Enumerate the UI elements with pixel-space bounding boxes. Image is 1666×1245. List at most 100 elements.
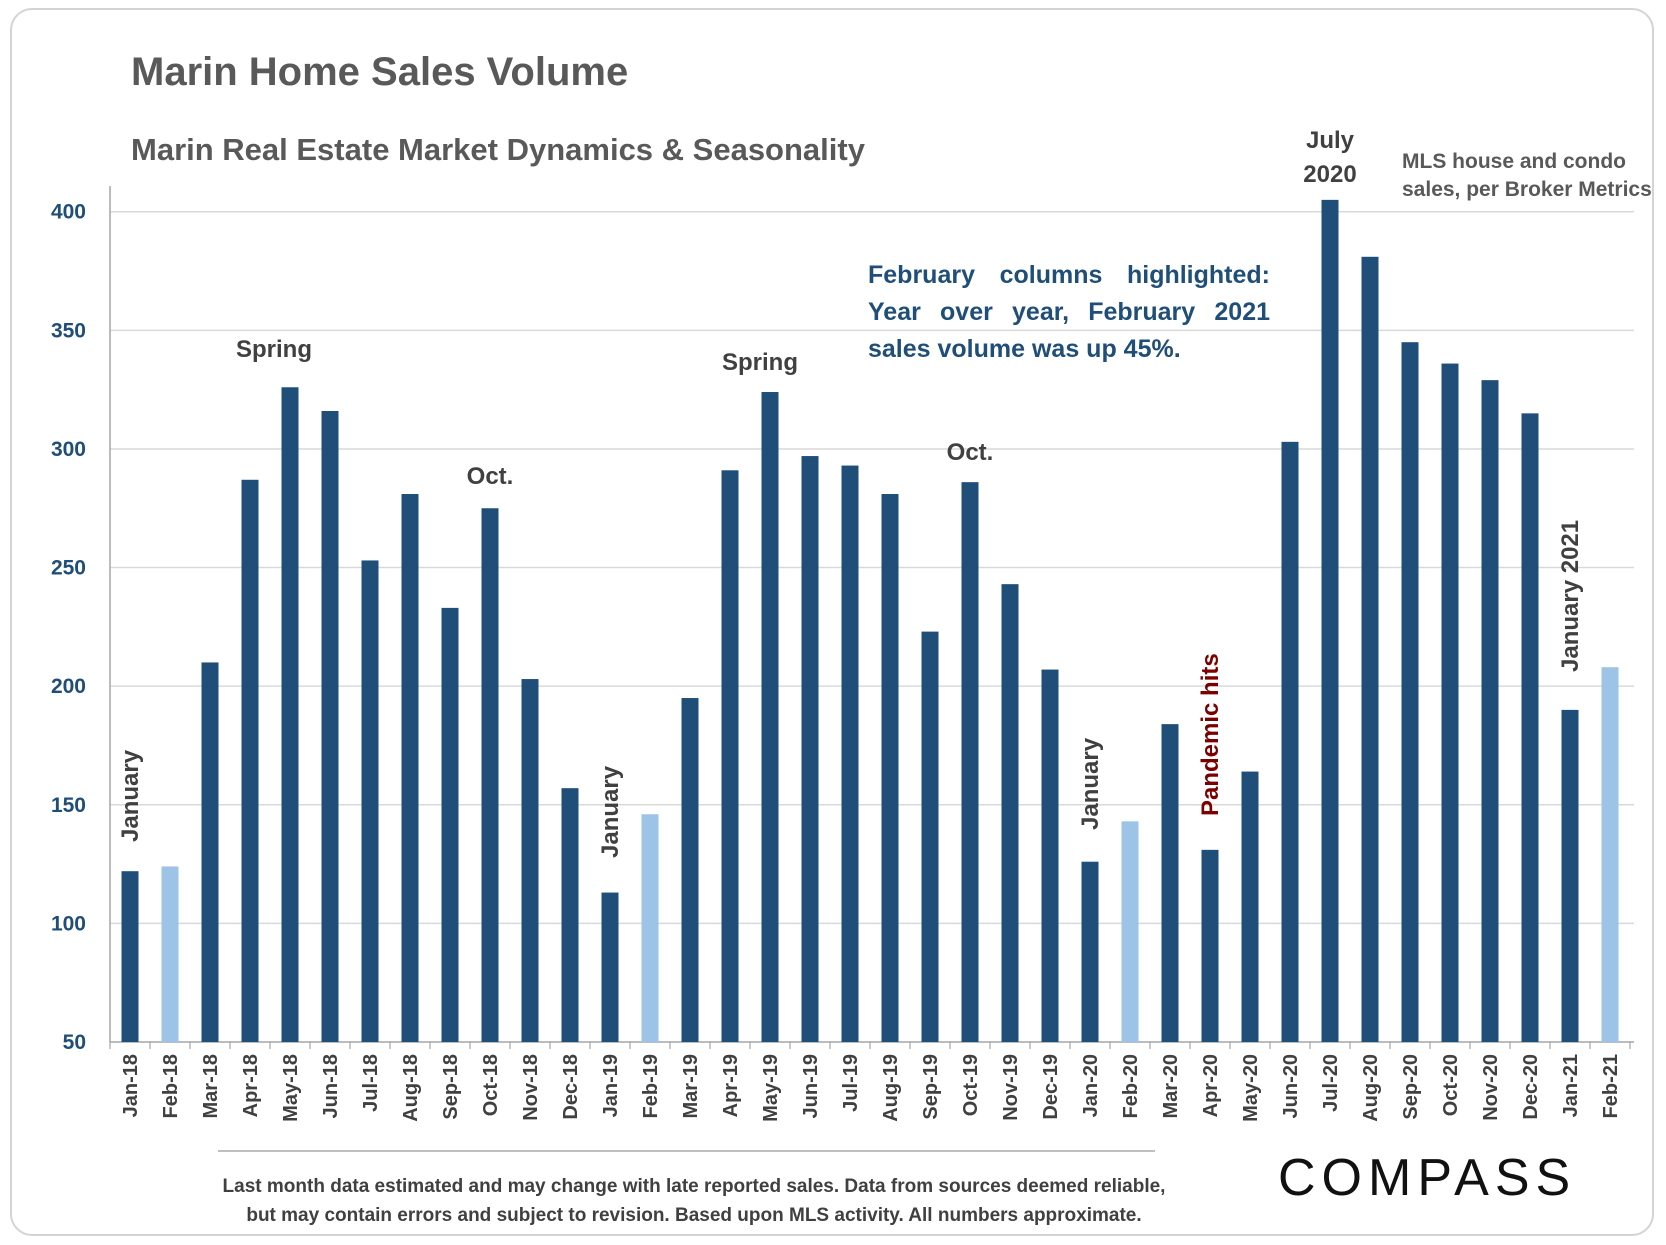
annotation-label: Pandemic hits xyxy=(1197,653,1224,816)
bar-may-20 xyxy=(1241,771,1259,1042)
x-tick-label: Mar-19 xyxy=(680,1054,702,1118)
bar-jun-19 xyxy=(801,456,819,1042)
y-tick-label: 100 xyxy=(51,912,86,935)
x-tick-label: Sep-18 xyxy=(440,1054,462,1120)
x-tick-label: Mar-18 xyxy=(200,1054,222,1118)
y-tick-label: 350 xyxy=(51,319,86,342)
bar-dec-20 xyxy=(1521,413,1539,1043)
x-tick-label: Jun-19 xyxy=(800,1054,822,1118)
x-tick-label: Oct-20 xyxy=(1440,1054,1462,1116)
bar-mar-20 xyxy=(1161,724,1179,1042)
footer-divider xyxy=(218,1150,1155,1152)
chart-subtitle: Marin Real Estate Market Dynamics & Seas… xyxy=(131,132,865,167)
source-note: MLS house and condo sales, per Broker Me… xyxy=(1402,148,1652,204)
bar-aug-19 xyxy=(881,494,899,1042)
annotation-label: Oct. xyxy=(467,463,514,490)
x-tick-label: Jun-20 xyxy=(1280,1054,1302,1118)
bar-sep-19 xyxy=(921,631,939,1042)
x-tick-label: Dec-19 xyxy=(1040,1054,1062,1120)
bar-jul-19 xyxy=(841,465,859,1042)
bar-oct-18 xyxy=(481,508,499,1042)
annotation-label: July xyxy=(1306,127,1355,154)
y-tick-label: 300 xyxy=(51,438,86,461)
annotation-label: Spring xyxy=(722,349,798,376)
x-tick-label: Jun-18 xyxy=(320,1054,342,1118)
bar-oct-19 xyxy=(961,482,979,1043)
bar-jul-20 xyxy=(1321,199,1339,1043)
x-tick-label: Apr-19 xyxy=(720,1054,742,1117)
x-tick-label: Sep-19 xyxy=(920,1054,942,1120)
x-tick-label: Mar-20 xyxy=(1160,1054,1182,1118)
bar-apr-19 xyxy=(721,470,739,1042)
bar-feb-20 xyxy=(1121,821,1139,1042)
x-tick-label: Feb-20 xyxy=(1120,1054,1142,1118)
bar-oct-20 xyxy=(1441,363,1459,1042)
x-tick-label: Aug-18 xyxy=(400,1054,422,1122)
bar-nov-19 xyxy=(1001,584,1019,1042)
y-tick-label: 150 xyxy=(51,794,86,817)
x-tick-label: Aug-19 xyxy=(880,1054,902,1122)
annotation-label: January xyxy=(597,765,624,858)
bar-jul-18 xyxy=(361,560,379,1042)
source-note-line-1: MLS house and condo xyxy=(1402,150,1626,173)
source-note-line-2: sales, per Broker Metrics xyxy=(1402,178,1652,201)
footnote-line-1: Last month data estimated and may change… xyxy=(222,1176,1166,1197)
bar-mar-18 xyxy=(201,662,219,1042)
x-tick-label: May-18 xyxy=(280,1054,302,1122)
footnote: Last month data estimated and may change… xyxy=(150,1172,1238,1230)
x-tick-label: Nov-18 xyxy=(520,1054,542,1121)
bar-aug-18 xyxy=(401,494,419,1042)
x-tick-label: Feb-21 xyxy=(1600,1054,1622,1118)
x-tick-label: Jan-20 xyxy=(1080,1054,1102,1117)
bar-dec-19 xyxy=(1041,669,1059,1042)
annotation-label: Spring xyxy=(236,336,312,363)
x-tick-label: May-19 xyxy=(760,1054,782,1122)
x-tick-label: Jul-18 xyxy=(360,1054,382,1112)
x-tick-label: Oct-18 xyxy=(480,1054,502,1116)
y-tick-label: 200 xyxy=(51,675,86,698)
x-tick-label: Nov-20 xyxy=(1480,1054,1502,1121)
annotation-label: January xyxy=(1077,737,1104,830)
bar-feb-21 xyxy=(1601,667,1619,1042)
x-tick-label: Jul-19 xyxy=(840,1054,862,1112)
bar-may-18 xyxy=(281,387,299,1042)
annotation-label: 2020 xyxy=(1303,161,1356,188)
x-tick-label: Sep-20 xyxy=(1400,1054,1422,1120)
bar-dec-18 xyxy=(561,788,579,1042)
bar-sep-20 xyxy=(1401,342,1419,1042)
bar-apr-20 xyxy=(1201,849,1219,1042)
bar-nov-20 xyxy=(1481,380,1499,1042)
x-tick-label: Feb-19 xyxy=(640,1054,662,1118)
bar-nov-18 xyxy=(521,679,539,1042)
bar-aug-20 xyxy=(1361,256,1379,1042)
x-tick-labels: Jan-18 Feb-18 Mar-18 Apr-18 May-18 Jun-18 Jul-… xyxy=(120,1054,1622,1122)
x-tick-label: Jul-20 xyxy=(1320,1054,1342,1112)
bar-apr-18 xyxy=(241,479,259,1042)
y-tick-label: 400 xyxy=(51,201,86,224)
bar-jan-20 xyxy=(1081,861,1099,1042)
y-tick-label: 50 xyxy=(63,1031,86,1054)
footnote-line-2: but may contain errors and subject to re… xyxy=(246,1205,1142,1226)
bar-feb-18 xyxy=(161,866,179,1042)
y-tick-label: 250 xyxy=(51,557,86,580)
x-tick-label: Aug-20 xyxy=(1360,1054,1382,1122)
bar-jan-18 xyxy=(121,871,139,1042)
annotation-label: January xyxy=(117,749,144,842)
x-tick-label: Apr-18 xyxy=(240,1054,262,1117)
bar-sep-18 xyxy=(441,607,459,1042)
x-tick-label: Nov-19 xyxy=(1000,1054,1022,1121)
x-tick-label: May-20 xyxy=(1240,1054,1262,1122)
x-tick-label: Dec-18 xyxy=(560,1054,582,1120)
y-tick-labels: 50 100 150 200 250 300 350 400 xyxy=(51,201,86,1054)
compass-logo: COMPASS xyxy=(1278,1149,1577,1207)
chart-title: Marin Home Sales Volume xyxy=(131,50,629,94)
bar-may-19 xyxy=(761,392,779,1042)
x-tick-label: Dec-20 xyxy=(1520,1054,1542,1120)
annotations: January Spring Oct. January Spring Oct. Januar… xyxy=(117,127,1584,858)
february-highlight-note: February columns highlighted: Year over … xyxy=(868,261,1270,363)
bar-jun-20 xyxy=(1281,441,1299,1043)
bar-jun-18 xyxy=(321,410,339,1042)
bar-jan-19 xyxy=(601,892,619,1042)
x-tick-label: Jan-18 xyxy=(120,1054,142,1117)
